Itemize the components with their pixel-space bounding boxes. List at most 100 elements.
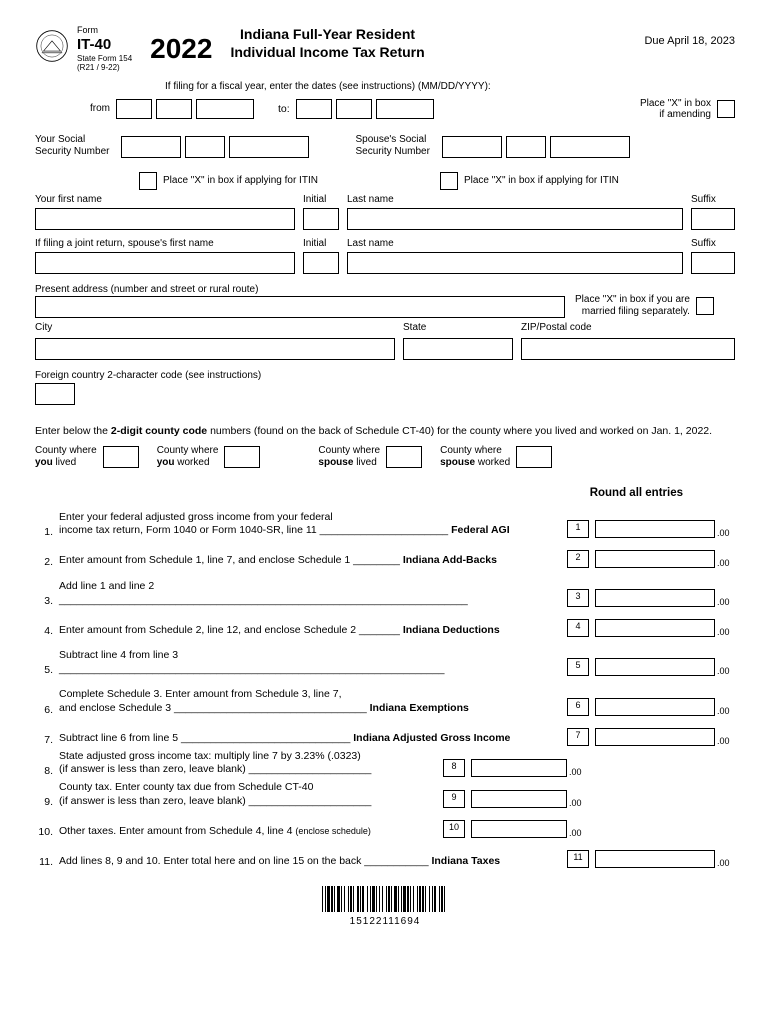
county-you-lived: County whereyou lived: [35, 445, 139, 469]
line-5: 5. Subtract line 4 from line 3 _________…: [35, 649, 735, 676]
line-8-amount-input[interactable]: [471, 759, 567, 777]
line-10: 10. Other taxes. Enter amount from Sched…: [35, 820, 735, 838]
city-label: City: [35, 322, 395, 333]
line-3-amount-input[interactable]: [595, 589, 715, 607]
spouse-ssn-1[interactable]: [442, 136, 502, 158]
your-ssn-3[interactable]: [229, 136, 309, 158]
county-spouse-lived-input[interactable]: [386, 446, 422, 468]
county-you-worked-input[interactable]: [224, 446, 260, 468]
to-month-input[interactable]: [296, 99, 332, 119]
suffix-input[interactable]: [691, 208, 735, 230]
state-label: State: [403, 322, 513, 333]
spouse-suffix-input[interactable]: [691, 252, 735, 274]
tax-year: 2022: [150, 33, 212, 65]
spouse-last-name-input[interactable]: [347, 252, 683, 274]
from-year-input[interactable]: [196, 99, 254, 119]
line-8: 8. State adjusted gross income tax: mult…: [35, 750, 735, 777]
spouse-last-name-label: Last name: [347, 238, 683, 249]
form-label: Form: [77, 25, 132, 36]
fiscal-date-row: from to: Place "X" in box if amending: [35, 98, 735, 120]
spouse-itin-checkbox[interactable]: [440, 172, 458, 190]
county-you-lived-input[interactable]: [103, 446, 139, 468]
spouse-ssn-3[interactable]: [550, 136, 630, 158]
spouse-ssn-2[interactable]: [506, 136, 546, 158]
county-spouse-worked: County wherespouse worked: [440, 445, 552, 469]
your-ssn-1[interactable]: [121, 136, 181, 158]
line-11-amount-input[interactable]: [595, 850, 715, 868]
amending-block: Place "X" in box if amending: [640, 98, 735, 120]
line-9-amount-input[interactable]: [471, 790, 567, 808]
line-2-num: 2: [567, 550, 589, 568]
zip-label: ZIP/Postal code: [521, 322, 735, 333]
form-id: IT-40: [77, 36, 132, 54]
line-6-amount-input[interactable]: [595, 698, 715, 716]
your-ssn-2[interactable]: [185, 136, 225, 158]
line-3-num: 3: [567, 589, 589, 607]
line-7-amount-input[interactable]: [595, 728, 715, 746]
form-revision: (R21 / 9-22): [77, 63, 132, 73]
your-ssn-label: Your Social Security Number: [35, 134, 109, 158]
line-5-amount-input[interactable]: [595, 658, 715, 676]
zip-input[interactable]: [521, 338, 735, 360]
spouse-first-name-input[interactable]: [35, 252, 295, 274]
line-11-num: 11: [567, 850, 589, 868]
barcode-icon: [322, 886, 448, 912]
county-spouse-lived: County wherespouse lived: [318, 445, 422, 469]
last-name-label: Last name: [347, 194, 683, 205]
city-input[interactable]: [35, 338, 395, 360]
first-name-label: Your first name: [35, 194, 295, 205]
line-7-num: 7: [567, 728, 589, 746]
amend-line-1: Place "X" in box: [640, 98, 711, 109]
line-1-amount-input[interactable]: [595, 520, 715, 538]
to-year-input[interactable]: [376, 99, 434, 119]
initial-input[interactable]: [303, 208, 339, 230]
last-name-input[interactable]: [347, 208, 683, 230]
line-3: 3. Add line 1 and line 2 _______________…: [35, 580, 735, 607]
title-line-2: Individual Income Tax Return: [230, 43, 424, 61]
from-day-input[interactable]: [156, 99, 192, 119]
address-input[interactable]: [35, 296, 565, 318]
state-input[interactable]: [403, 338, 513, 360]
to-label: to:: [278, 103, 290, 115]
address-label: Present address (number and street or ru…: [35, 284, 565, 295]
barcode-block: 15122111694: [35, 886, 735, 927]
to-date-group: [296, 99, 434, 119]
your-itin-checkbox[interactable]: [139, 172, 157, 190]
to-day-input[interactable]: [336, 99, 372, 119]
line-7: 7. Subtract line 6 from line 5 _________…: [35, 728, 735, 746]
city-state-zip-labels: City State ZIP/Postal code: [35, 322, 735, 334]
foreign-country-input[interactable]: [35, 383, 75, 405]
from-month-input[interactable]: [116, 99, 152, 119]
spouse-itin-label: Place "X" in box if applying for ITIN: [464, 175, 619, 186]
line-4-amount-input[interactable]: [595, 619, 715, 637]
form-id-block: Form IT-40 State Form 154 (R21 / 9-22): [77, 25, 132, 73]
from-date-group: [116, 99, 254, 119]
line-2: 2. Enter amount from Schedule 1, line 7,…: [35, 550, 735, 568]
round-entries-header: Round all entries: [35, 487, 735, 499]
spouse-ssn-label: Spouse's Social Security Number: [355, 134, 429, 158]
amending-checkbox[interactable]: [717, 100, 735, 118]
mfs-block: Place "X" in box if you are married fili…: [575, 294, 735, 318]
spouse-name-labels-row: If filing a joint return, spouse's first…: [35, 238, 735, 250]
line-8-num: 8: [443, 759, 465, 777]
line-1: 1. Enter your federal adjusted gross inc…: [35, 511, 735, 538]
line-5-num: 5: [567, 658, 589, 676]
mfs-text: Place "X" in box if you are married fili…: [575, 294, 690, 318]
spouse-ssn-group: [442, 136, 630, 158]
county-spouse-worked-input[interactable]: [516, 446, 552, 468]
line-10-amount-input[interactable]: [471, 820, 567, 838]
form-header: Form IT-40 State Form 154 (R21 / 9-22) 2…: [35, 25, 735, 73]
line-11: 11. Add lines 8, 9 and 10. Enter total h…: [35, 850, 735, 868]
spouse-initial-input[interactable]: [303, 252, 339, 274]
amending-text: Place "X" in box if amending: [640, 98, 711, 120]
line-10-num: 10: [443, 820, 465, 838]
foreign-country-label: Foreign country 2-character code (see in…: [35, 370, 735, 381]
line-2-amount-input[interactable]: [595, 550, 715, 568]
line-1-num: 1: [567, 520, 589, 538]
first-name-input[interactable]: [35, 208, 295, 230]
address-row: Present address (number and street or ru…: [35, 284, 735, 318]
spouse-name-inputs: [35, 252, 735, 274]
tax-form-page: Form IT-40 State Form 154 (R21 / 9-22) 2…: [0, 0, 770, 1024]
mfs-checkbox[interactable]: [696, 297, 714, 315]
spouse-initial-label: Initial: [303, 238, 339, 249]
